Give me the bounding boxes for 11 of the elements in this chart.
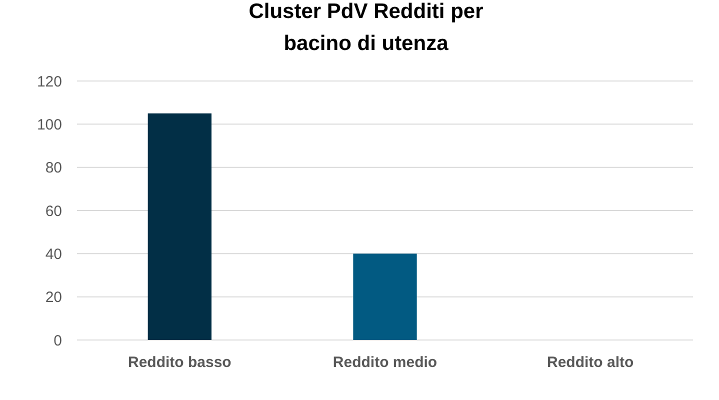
- y-tick-label: 0: [54, 332, 62, 350]
- y-tick-label: 40: [45, 246, 62, 263]
- x-tick-label: Reddito basso: [128, 354, 232, 371]
- y-tick-label: 100: [36, 116, 62, 134]
- y-tick-label: 80: [45, 160, 62, 177]
- y-tick-label: 120: [36, 73, 62, 90]
- x-tick-label: Reddito alto: [546, 354, 634, 371]
- y-tick-label: 20: [45, 289, 62, 306]
- y-tick-label: 60: [45, 202, 62, 220]
- x-tick-label: Reddito medio: [332, 354, 438, 371]
- chart-title: Cluster PdV Redditi per bacino di utenza: [248, 0, 484, 55]
